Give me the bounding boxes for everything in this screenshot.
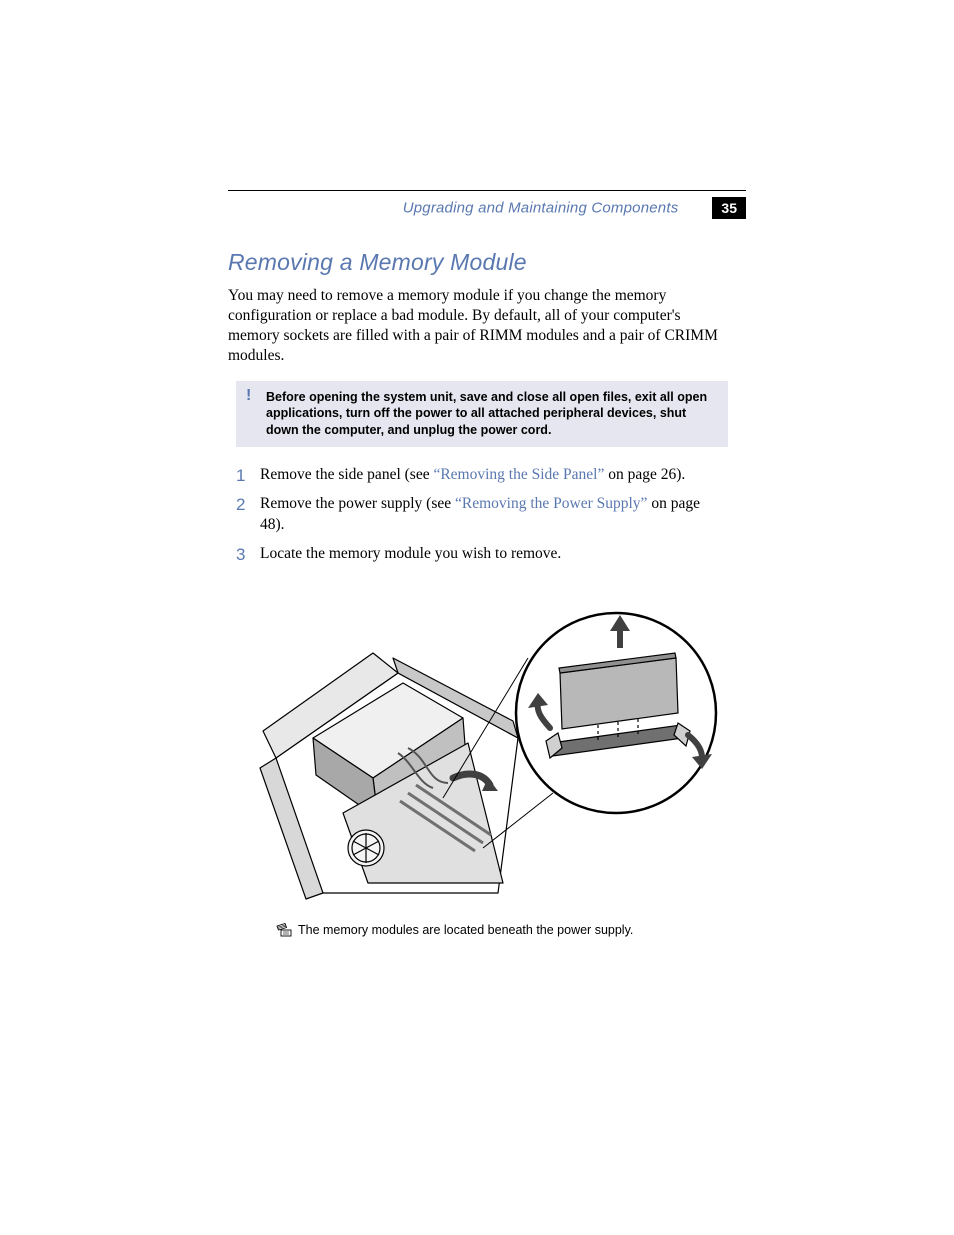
warning-callout: ! Before opening the system unit, save a… bbox=[236, 381, 728, 448]
step-text-pre: Locate the memory module you wish to rem… bbox=[260, 545, 561, 562]
header-rule bbox=[228, 190, 746, 191]
running-header: Upgrading and Maintaining Components 35 bbox=[228, 198, 746, 220]
running-title: Upgrading and Maintaining Components bbox=[403, 200, 679, 217]
steps-list: Remove the side panel (see “Removing the… bbox=[236, 465, 728, 565]
figure-note: The memory modules are located beneath t… bbox=[276, 923, 728, 937]
step-item: Remove the side panel (see “Removing the… bbox=[236, 465, 728, 486]
pencil-note-icon bbox=[276, 923, 292, 937]
page-number-badge: 35 bbox=[712, 197, 746, 219]
page-content: Removing a Memory Module You may need to… bbox=[228, 249, 728, 937]
warning-icon: ! bbox=[246, 387, 251, 405]
warning-text: Before opening the system unit, save and… bbox=[266, 389, 712, 440]
step-text-post: on page 26). bbox=[604, 466, 685, 483]
step-text-pre: Remove the side panel (see bbox=[260, 466, 433, 483]
cross-reference-link[interactable]: “Removing the Side Panel” bbox=[433, 466, 604, 483]
section-title: Removing a Memory Module bbox=[228, 249, 728, 276]
memory-removal-diagram bbox=[258, 583, 718, 913]
step-item: Remove the power supply (see “Removing t… bbox=[236, 494, 728, 536]
cross-reference-link[interactable]: “Removing the Power Supply” bbox=[455, 495, 647, 512]
step-text-pre: Remove the power supply (see bbox=[260, 495, 455, 512]
note-text: The memory modules are located beneath t… bbox=[298, 923, 633, 937]
step-item: Locate the memory module you wish to rem… bbox=[236, 544, 728, 565]
intro-paragraph: You may need to remove a memory module i… bbox=[228, 286, 728, 367]
